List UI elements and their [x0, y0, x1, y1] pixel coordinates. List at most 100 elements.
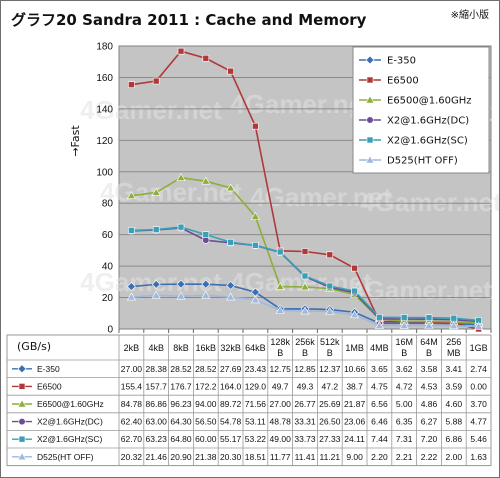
- table-cell-value: 1.63: [470, 452, 487, 462]
- legend-entry: D525(HT OFF): [387, 156, 458, 167]
- y-tick-label: 0: [107, 325, 113, 336]
- table-cell-value: 2.20: [371, 452, 388, 462]
- data-point: [226, 292, 236, 301]
- table-cell-value: 49.3: [297, 381, 314, 391]
- table-cell-value: 23.06: [344, 417, 366, 427]
- legend-entry: E-350: [387, 56, 416, 67]
- data-point: [250, 211, 260, 220]
- x-category-label: 1GB: [470, 343, 488, 353]
- x-category-label: 128k B: [270, 337, 290, 358]
- table-cell-value: 25.69: [319, 399, 341, 409]
- table-cell-value: 84.78: [121, 399, 143, 409]
- data-point: [18, 383, 26, 390]
- table-cell-value: 28.38: [146, 364, 168, 374]
- table-cell-value: 64.30: [170, 417, 192, 427]
- table-cell-value: 11.77: [270, 452, 291, 462]
- reduced-version-note: ※縮小版: [451, 8, 489, 21]
- x-category-label: 32kB: [220, 343, 241, 353]
- data-point: [18, 418, 26, 426]
- table-cell-value: 27.00: [121, 364, 143, 374]
- x-category-label-line: B: [401, 348, 407, 358]
- data-point: [176, 291, 186, 300]
- table-cell-value: 27.69: [220, 364, 242, 374]
- table-cell-value: 7.31: [396, 434, 413, 444]
- table-cell-value: 18.51: [245, 452, 267, 462]
- y-tick-label: 160: [96, 73, 113, 84]
- table-cell-value: 12.85: [294, 364, 316, 374]
- data-point: [226, 281, 236, 290]
- x-category-label: 16M B: [395, 337, 413, 358]
- table-cell-value: 157.7: [146, 381, 168, 391]
- data-point: [152, 226, 160, 233]
- data-point: [201, 279, 211, 289]
- data-point: [350, 310, 360, 319]
- table-cell-value: 60.00: [195, 434, 217, 444]
- data-point: [365, 155, 375, 164]
- table-cell-value: 62.70: [121, 434, 143, 444]
- data-point: [300, 282, 310, 291]
- data-point: [365, 95, 375, 104]
- data-point: [151, 290, 161, 299]
- data-point: [17, 452, 27, 461]
- data-point: [399, 320, 409, 329]
- data-point: [126, 282, 136, 291]
- table-series-name: X2@1.6GHz(SC): [37, 434, 102, 444]
- data-point: [400, 314, 408, 321]
- table-row: D525(HT OFF) 20.32 21.46 20.90 21.38 20.30 18.…: [12, 452, 487, 462]
- table-cell-value: 24.11: [344, 434, 365, 444]
- watermark-text: 4Gamer.net: [250, 182, 392, 212]
- x-category-label: 1MB: [345, 343, 364, 353]
- table-cell-value: 4.60: [446, 399, 463, 409]
- table-cell-value: 20.32: [121, 452, 143, 462]
- y-tick-label: 180: [96, 42, 113, 53]
- series-d525-ht-off: [126, 290, 484, 330]
- x-category-label-line: 128k: [270, 337, 290, 347]
- table-cell-value: 0.00: [470, 381, 487, 391]
- x-category-label-line: 512k: [320, 337, 340, 347]
- table-cell-value: 64.80: [170, 434, 192, 444]
- x-category-label-line: 256: [446, 337, 461, 347]
- data-point: [18, 435, 26, 443]
- x-category-label-line: 256k: [295, 337, 315, 347]
- table-cell-value: 4.75: [371, 381, 388, 391]
- chart-title: グラフ20 Sandra 2011 : Cache and Memory: [11, 11, 367, 29]
- data-point: [227, 67, 234, 75]
- x-category-label-line: B: [277, 348, 283, 358]
- data-point: [252, 122, 259, 130]
- table-cell-value: 3.58: [421, 364, 438, 374]
- data-point: [128, 227, 135, 234]
- x-category-label: 256 MB: [446, 337, 461, 358]
- watermark-text: 4Gamer.net: [100, 177, 242, 207]
- legend: E-350 E6500 E6500@1.60GHz X2@1.6GHz(DC) X2@1…: [352, 46, 490, 174]
- x-category-label-line: 16M: [395, 337, 413, 347]
- x-category-label: 64kB: [245, 343, 266, 353]
- data-point: [128, 81, 135, 88]
- table-cell-value: 20.90: [170, 452, 192, 462]
- table-cell-value: 11.21: [319, 452, 340, 462]
- table-cell-value: 2.21: [396, 452, 413, 462]
- data-point: [301, 248, 309, 255]
- table-cell-value: 89.72: [220, 399, 242, 409]
- data-point: [365, 55, 375, 65]
- table-cell-value: 164.0: [220, 381, 242, 391]
- table-cell-value: 11.41: [295, 452, 316, 462]
- y-tick-label: 40: [102, 262, 114, 273]
- data-point: [151, 279, 161, 289]
- table-series-name: E6500@1.60GHz: [37, 399, 104, 409]
- data-point: [252, 242, 259, 249]
- data-point: [449, 321, 459, 330]
- legend-entry: E6500@1.60GHz: [387, 96, 472, 107]
- data-point: [376, 314, 383, 321]
- table-series-name: X2@1.6GHz(DC): [37, 417, 103, 427]
- x-category-label-line: B: [302, 348, 308, 358]
- y-tick-label: 120: [96, 136, 113, 147]
- table-cell-value: 5.00: [396, 399, 413, 409]
- data-point: [177, 47, 185, 55]
- table-cell-value: 10.66: [344, 364, 366, 374]
- table-cell-value: 28.52: [195, 364, 217, 374]
- table-cell-value: 94.00: [195, 399, 217, 409]
- table-cell-value: 12.37: [319, 364, 341, 374]
- watermark-text: 4Gamer.net: [350, 275, 492, 305]
